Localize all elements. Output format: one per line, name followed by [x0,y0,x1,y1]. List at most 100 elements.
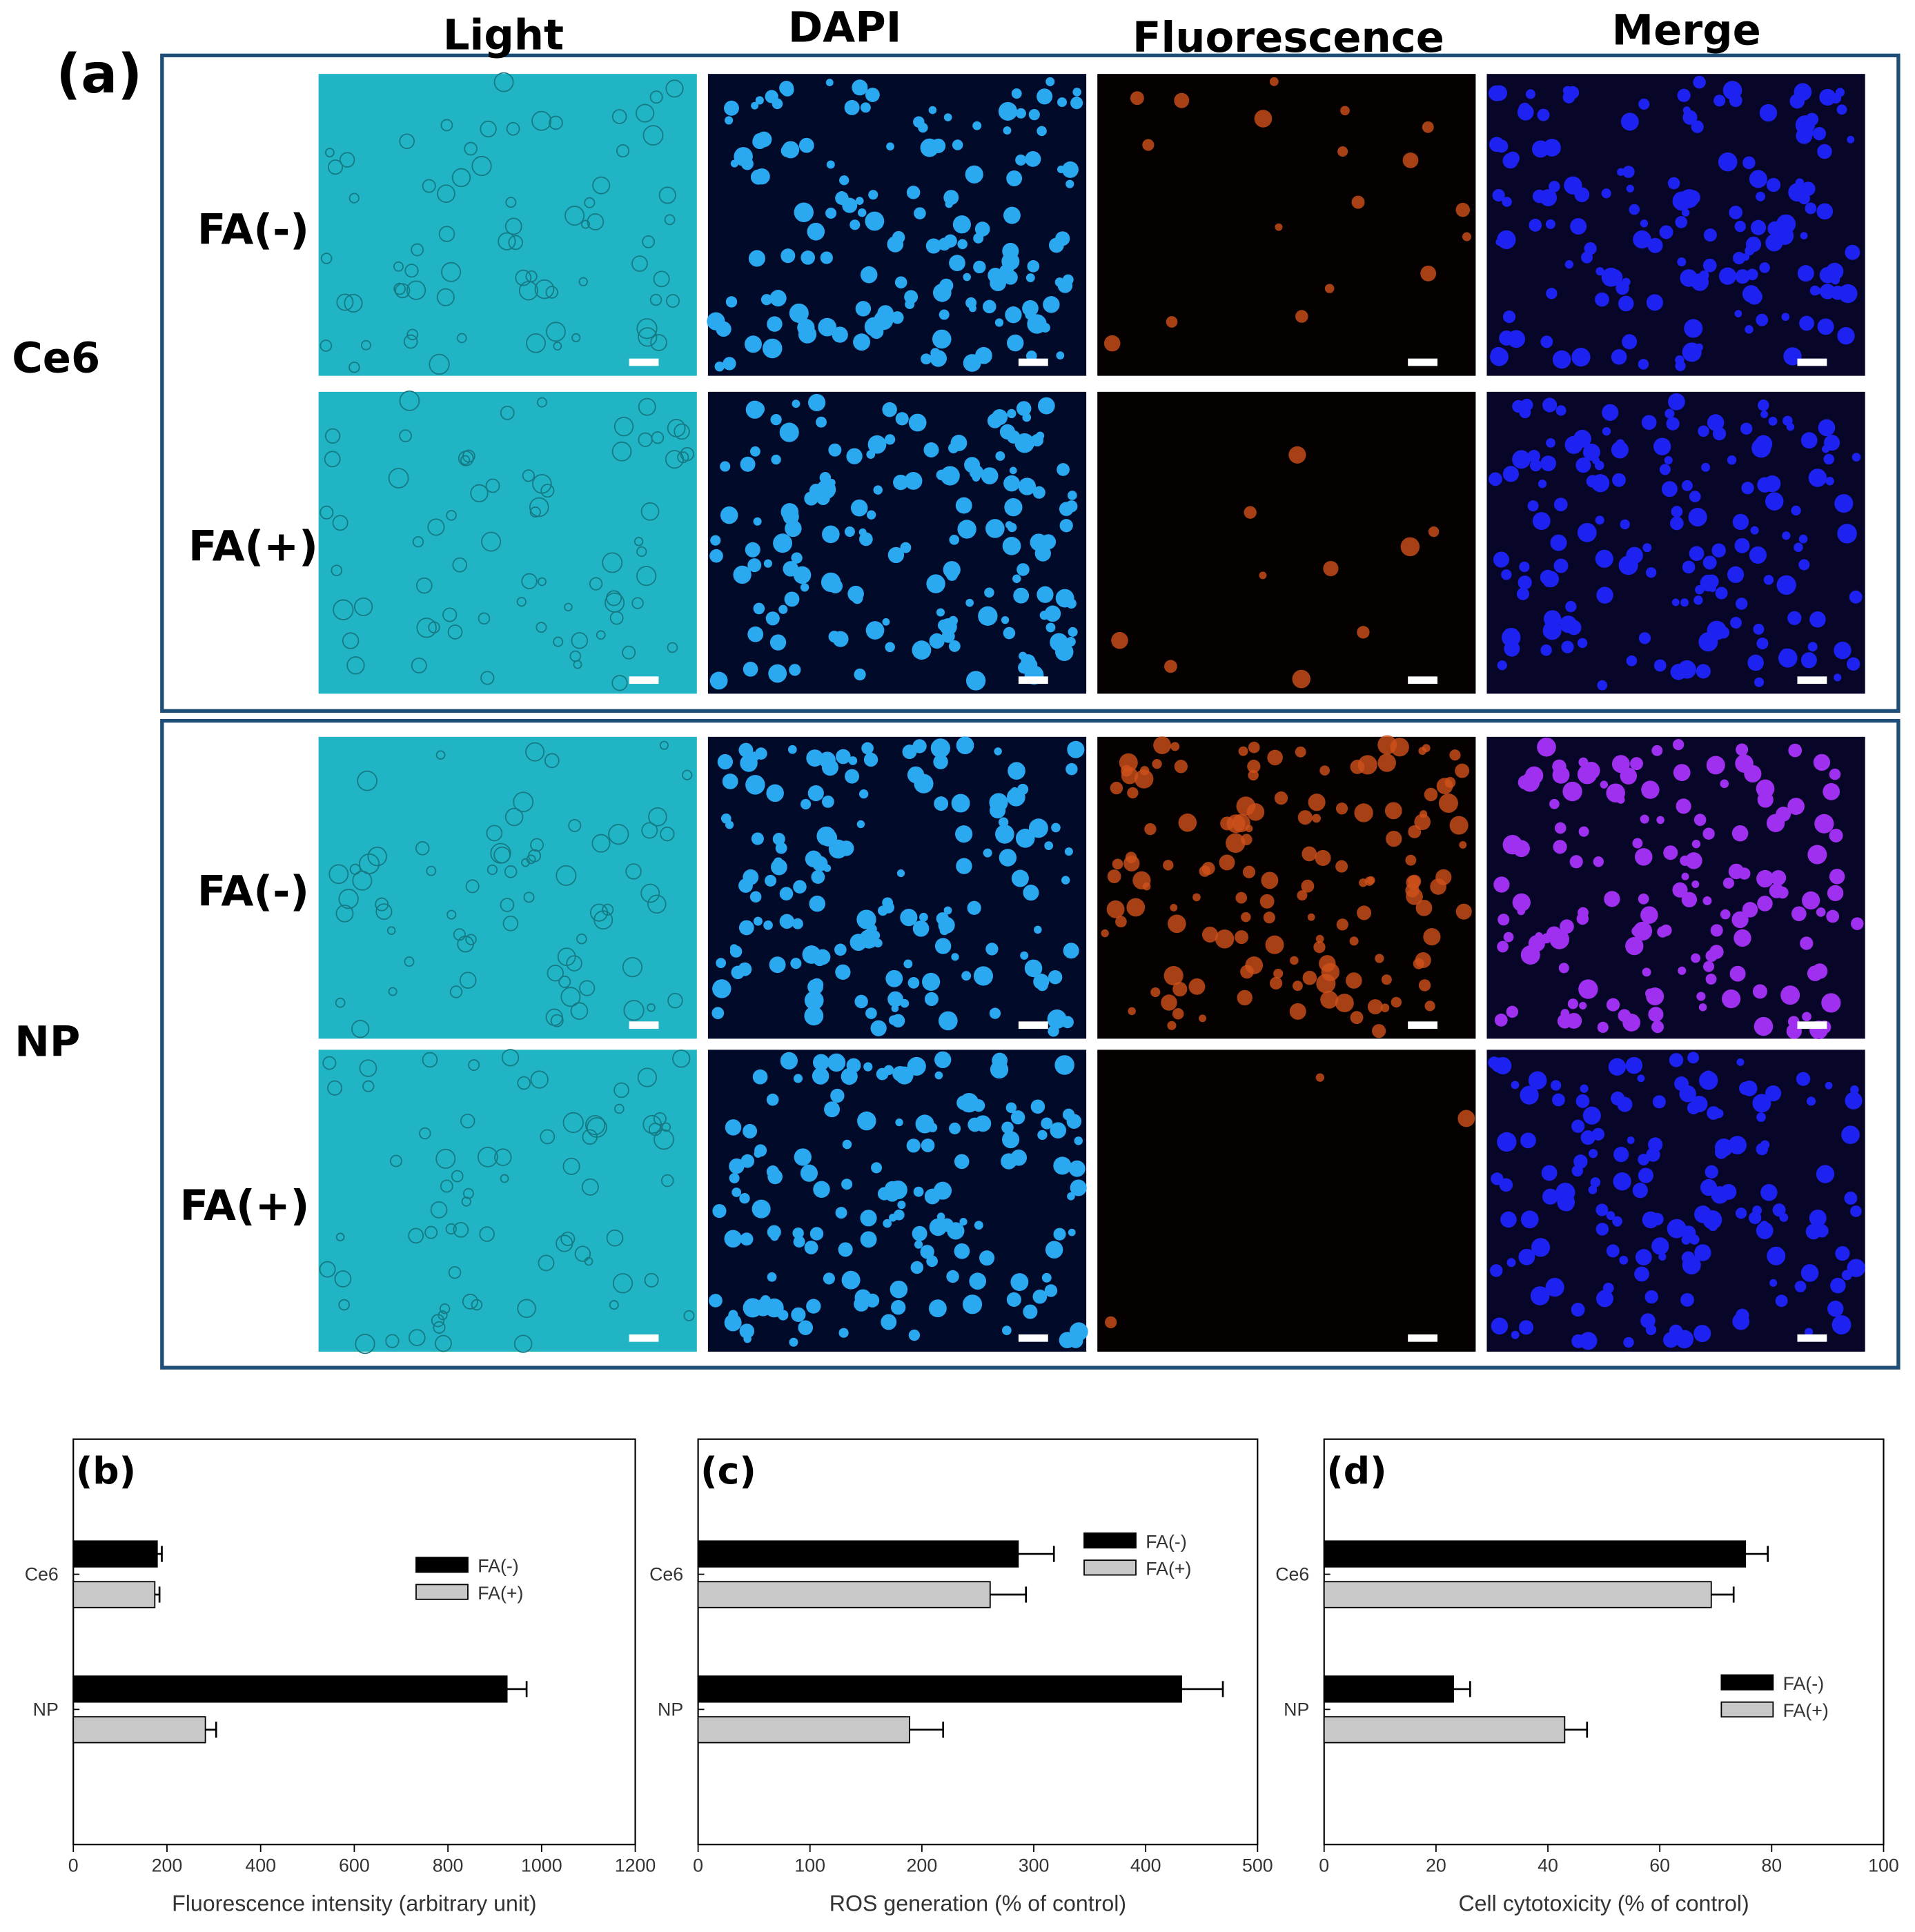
cell [755,96,764,105]
cell [716,958,727,969]
cell [1302,846,1317,862]
cell [1841,1125,1860,1145]
cell [1835,88,1845,97]
cell [611,109,627,124]
cell [504,217,522,235]
cell [327,1080,343,1096]
cell [804,1006,824,1026]
micrograph [318,1049,697,1352]
cell [896,869,905,878]
cell [1638,893,1649,905]
cell [1597,1293,1606,1302]
cell [885,969,903,987]
cell [1507,330,1526,348]
cell [839,175,850,186]
cell [1694,1244,1711,1261]
cell [811,870,825,884]
cell [1335,802,1348,815]
cell [1055,642,1074,661]
cell [763,559,772,568]
cell [625,863,642,880]
cell [994,747,1002,756]
cell [1037,126,1047,137]
cell [399,429,412,442]
cell [1680,1292,1694,1307]
cell [1597,680,1608,691]
cell [1377,753,1396,772]
cell [440,1179,453,1193]
cell [1816,1165,1835,1183]
cell [1308,793,1326,811]
cell [435,1148,456,1169]
cell [928,1299,947,1318]
group-box [160,53,1901,713]
cell [934,1071,943,1080]
cell [1560,919,1574,934]
cell [500,898,515,912]
cell [1139,766,1150,776]
cell [1569,855,1583,869]
cell [506,121,520,136]
cell [1850,1205,1862,1217]
cell [800,583,809,592]
cell [1718,267,1737,285]
cell [1438,793,1458,814]
cell [874,310,894,331]
cell [446,510,457,521]
cell [460,455,471,465]
cell [1040,322,1050,333]
cell [540,1129,556,1145]
cell [505,197,517,208]
cell [362,1080,375,1092]
cell [1552,1093,1565,1107]
cell [1254,110,1273,128]
cell [951,953,959,961]
cell [611,441,632,462]
cell [1424,787,1438,802]
cell [1590,1177,1601,1187]
cell [808,393,826,411]
cell [907,977,920,989]
cell [1538,480,1547,489]
cell [753,916,763,926]
cell [1713,95,1726,107]
cell [636,103,655,123]
cell [1518,575,1532,590]
cell [1492,188,1505,202]
cell [487,864,498,876]
cell [1293,980,1303,992]
cell [938,916,955,934]
cell [956,858,972,874]
cell [538,577,547,586]
cell [465,934,477,945]
cell [974,1221,983,1230]
cell [1562,91,1575,103]
cell [544,753,560,769]
cell [1667,177,1680,190]
micrograph [1097,74,1476,376]
cell [1593,856,1604,867]
panel-label: (a) [56,42,142,106]
cell [1589,1149,1598,1159]
cell [891,311,904,324]
cell [1596,586,1613,604]
cell [998,101,1018,121]
cell [375,903,393,920]
cell [1323,560,1339,577]
cell [358,853,380,874]
scale-bar [629,358,659,366]
cell [1626,546,1643,564]
cell [714,361,725,372]
cell [1816,203,1834,220]
cell [465,879,480,894]
cell [1164,660,1177,673]
cell [1357,626,1370,639]
cell [1705,1165,1718,1179]
cell [965,598,974,607]
cell [731,1187,742,1197]
cell [1734,538,1750,553]
cell [584,197,596,208]
cell [1491,1172,1504,1185]
cell [502,915,519,931]
cell [1391,996,1402,1008]
